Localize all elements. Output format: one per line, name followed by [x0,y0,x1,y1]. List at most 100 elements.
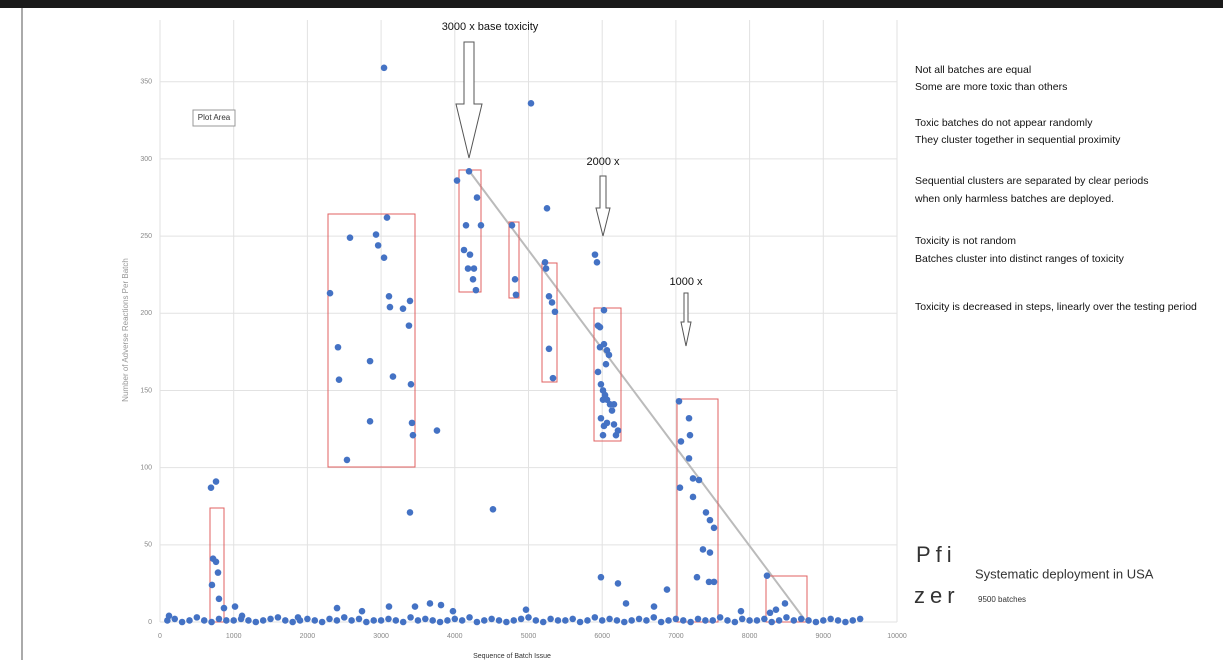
data-point [606,615,613,623]
data-point [208,581,216,589]
data-point [600,422,608,430]
data-point [414,617,422,624]
data-point [462,221,470,229]
y-tick-label: 50 [144,542,152,549]
data-point [694,615,702,623]
data-point [763,572,771,579]
y-tick-label: 0 [148,619,152,626]
note: Batches cluster into distinct ranges of … [915,253,1125,265]
data-point [781,600,789,607]
cluster-box [327,213,416,468]
data-point [472,286,480,294]
x-tick-label: 0 [158,633,162,640]
data-point [230,617,237,624]
data-point [827,615,834,623]
data-point [469,276,477,283]
data-point [549,374,557,382]
note: Toxicity is decreased in steps, linearly… [915,301,1197,313]
data-point [820,617,827,624]
cluster-box [593,307,622,442]
data-point [333,604,341,612]
data-point [834,617,842,624]
data-point [326,289,334,297]
x-tick-label: 2000 [300,633,316,640]
data-point [304,615,311,623]
data-point [383,214,391,221]
data-point [311,617,319,624]
x-tick-label: 9000 [816,633,832,640]
data-point [386,303,394,311]
data-point [608,407,616,414]
data-point [409,431,417,439]
data-point [366,418,374,425]
data-point [602,360,610,368]
data-point [599,431,607,439]
trend-line [469,171,806,621]
data-point [710,524,718,532]
data-point [849,617,857,624]
data-point [635,615,643,623]
data-point [470,265,478,272]
data-point [408,419,416,427]
data-point [223,617,230,624]
data-point [522,606,530,613]
data-point [220,604,228,612]
data-point [511,276,519,283]
data-point [407,614,414,621]
data-point [650,603,658,610]
data-point [569,615,577,623]
data-point [716,614,724,621]
data-point [805,617,812,624]
data-point [374,242,382,249]
data-point [252,618,260,626]
data-point [464,265,472,272]
data-point [706,516,714,524]
data-point [267,615,274,623]
data-point [699,546,707,553]
data-point [576,618,584,626]
data-point [562,617,569,624]
data-point [596,323,604,331]
data-point [214,569,222,576]
data-point [621,618,628,626]
data-point [613,617,621,624]
data-point [449,607,457,615]
data-point [348,617,355,624]
note: They cluster together in sequential prox… [915,134,1121,146]
data-point [685,414,693,422]
data-point [289,618,296,626]
data-point [326,615,333,623]
y-tick-label: 100 [140,464,152,471]
data-point [545,345,553,353]
plot-area-label: Plot Area [198,113,231,122]
data-point [693,573,701,581]
logo: Pfi [916,542,957,567]
data-point [686,431,694,439]
data-point [724,617,731,624]
data-point [705,578,713,586]
data-point [405,322,413,329]
data-point [541,259,549,266]
data-point [407,380,415,388]
deployment-text: Systematic deployment in USA [975,566,1154,581]
plot-area-box [192,109,236,127]
data-point [689,493,697,501]
data-point [710,578,718,586]
data-point [761,615,768,623]
x-axis-label: Sequence of Batch Issue [473,653,551,660]
data-point [597,573,605,581]
x-tick-label: 8000 [742,633,758,640]
data-point [380,254,388,262]
data-point [643,617,650,624]
data-point [783,614,790,621]
data-point [599,396,607,404]
data-point [274,614,282,621]
cluster-box [209,507,225,623]
data-point [178,618,186,626]
data-point [377,617,385,624]
data-point [753,617,761,624]
data-point [548,299,556,306]
annotation: 3000 x base toxicity [442,21,539,33]
